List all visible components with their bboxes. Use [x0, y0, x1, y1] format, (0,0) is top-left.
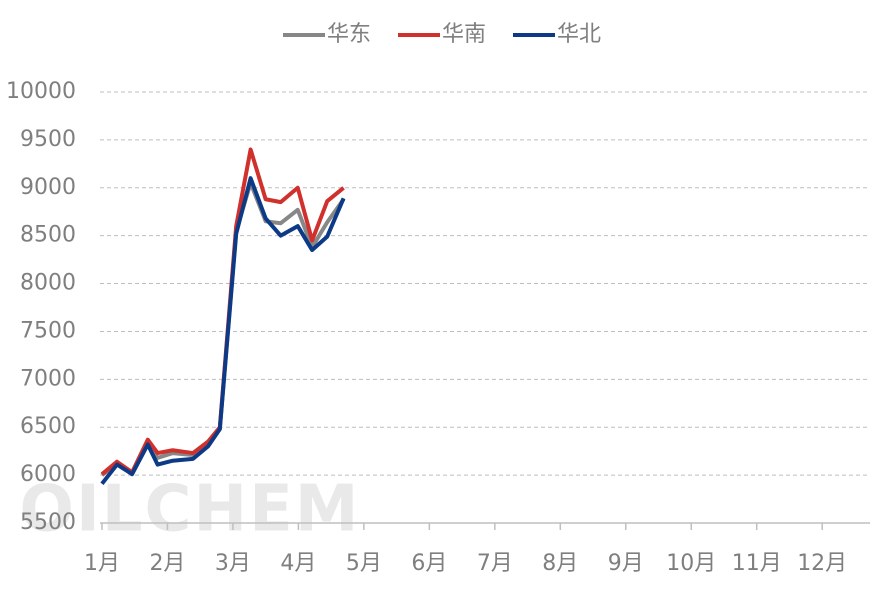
series-line: [100, 176, 346, 485]
x-tick-label: 8月: [542, 551, 578, 576]
x-tick-label: 5月: [346, 551, 382, 576]
legend-label: 华南: [442, 22, 486, 47]
y-tick-label: 8000: [20, 271, 76, 296]
x-tick-label: 11月: [732, 551, 782, 576]
x-tick-label: 12月: [797, 551, 847, 576]
series-line: [100, 147, 345, 476]
y-tick-label: 9500: [20, 127, 76, 152]
y-tick-label: 5500: [20, 510, 76, 535]
y-tick-label: 9000: [20, 175, 76, 200]
y-tick-label: 6000: [20, 462, 76, 487]
y-tick-label: 7000: [20, 366, 76, 391]
y-tick-label: 8500: [20, 223, 76, 248]
x-tick-label: 3月: [215, 551, 251, 576]
legend-label: 华北: [557, 22, 601, 47]
x-tick-label: 10月: [666, 551, 716, 576]
x-tick-label: 1月: [84, 551, 120, 576]
legend-label: 华东: [327, 22, 371, 47]
x-tick-label: 7月: [477, 551, 513, 576]
y-tick-label: 10000: [6, 79, 76, 104]
x-tick-label: 6月: [411, 551, 447, 576]
watermark: OILCHEM: [20, 473, 361, 547]
y-tick-label: 6500: [20, 414, 76, 439]
x-tick-label: 9月: [608, 551, 644, 576]
y-tick-label: 7500: [20, 318, 76, 343]
x-tick-label: 4月: [280, 551, 316, 576]
x-tick-label: 2月: [149, 551, 185, 576]
